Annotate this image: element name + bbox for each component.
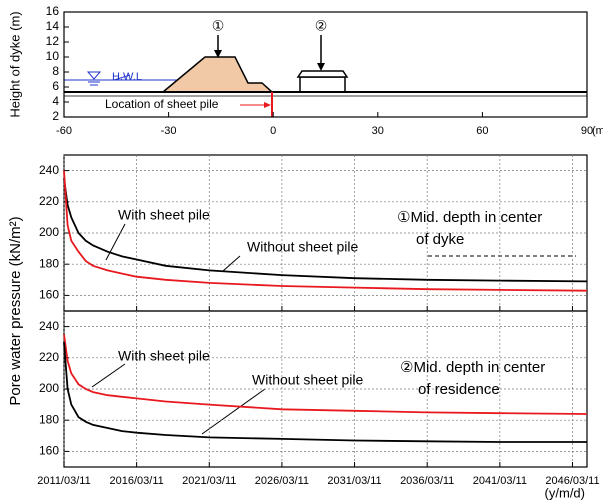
annotation: Location of sheet pile: [105, 97, 219, 111]
x-tick-label: 2041/03/11: [473, 475, 527, 487]
x-unit: (m: [592, 125, 603, 137]
annotation: ②Mid. depth in center: [400, 359, 545, 376]
x-tick-label: 2021/03/11: [182, 475, 236, 487]
x-tick-label: 2026/03/11: [255, 475, 309, 487]
series-line: [63, 170, 588, 292]
annotation: of residence: [418, 381, 500, 398]
house: [299, 76, 346, 93]
cross-section: [64, 35, 587, 117]
y-tick-label: 220: [39, 350, 59, 364]
y-tick-label: 200: [39, 225, 59, 239]
series-line: [63, 342, 587, 443]
water-symbol: [86, 71, 102, 80]
hwl-arrow: [113, 74, 131, 81]
x-tick-label: 30: [372, 125, 384, 137]
annotation: ①Mid. depth in center: [397, 209, 542, 226]
y-tick-label: 8: [52, 64, 59, 78]
y-tick-label: 160: [39, 444, 59, 458]
y-tick-label: 180: [39, 256, 59, 270]
x-axis-label: (y/m/d): [545, 485, 585, 500]
pile-arrow-head: [264, 102, 271, 108]
x-tick-label: 2011/03/11: [37, 475, 90, 487]
series-label: Without sheet pile: [247, 239, 358, 255]
series-label: With sheet pile: [118, 207, 210, 223]
y-tick-label: 6: [52, 79, 59, 93]
x-tick-label: 0: [270, 125, 276, 137]
x-tick-label: 2036/03/11: [400, 475, 454, 487]
arrow: [105, 223, 126, 261]
house-roof: [296, 70, 349, 78]
y-tick-label: 200: [39, 381, 59, 395]
dyke: [160, 56, 274, 93]
annotation: ①: [212, 18, 225, 34]
arrow: [222, 255, 241, 272]
series-line: [63, 178, 588, 283]
y-axis-label: Height of dyke (m): [7, 11, 22, 117]
y-tick-label: 220: [39, 194, 59, 208]
arrow: [91, 363, 126, 388]
y-tick-label: 240: [39, 319, 59, 333]
annotation: of dyke: [416, 231, 464, 248]
series-label: With sheet pile: [118, 348, 210, 364]
y-tick-label: 180: [39, 412, 59, 426]
plot-frame: [63, 11, 588, 118]
annotation: ②: [315, 18, 328, 34]
x-tick-label: 2016/03/11: [110, 475, 164, 487]
annotation-arrows: [91, 223, 576, 435]
y-tick-label: 14: [46, 19, 60, 33]
y-tick-label: 10: [46, 49, 60, 63]
x-tick-label: 90: [581, 125, 593, 137]
annotation: H.W.L: [112, 71, 142, 83]
y-tick-label: 160: [39, 288, 59, 302]
marker-arrow-head: [214, 50, 222, 58]
series-line: [63, 334, 588, 415]
x-tick-label: -30: [161, 125, 177, 137]
x-tick-label: 2046/03/11: [545, 475, 599, 487]
series-label: Without sheet pile: [252, 372, 363, 388]
x-tick-label: 60: [476, 125, 488, 137]
arrow: [201, 388, 266, 435]
y-tick-label: 12: [46, 34, 60, 48]
y-tick-label: 16: [46, 4, 60, 18]
y-tick-label: 2: [52, 109, 59, 123]
marker-arrow-head: [317, 63, 325, 71]
y-tick-label: 4: [52, 94, 59, 108]
y-tick-label: 240: [39, 163, 59, 177]
y-axis-label: Pore water pressure (kN/m²): [7, 216, 24, 405]
x-tick-label: -60: [56, 125, 72, 137]
x-tick-label: 2031/03/11: [327, 475, 381, 487]
